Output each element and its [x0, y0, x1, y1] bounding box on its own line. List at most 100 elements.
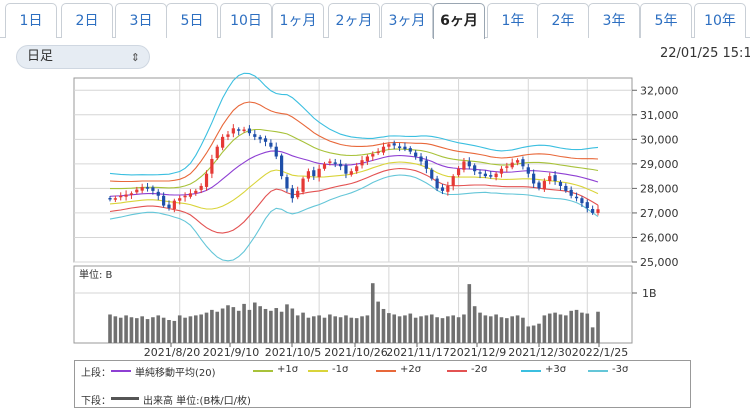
candle-body: [483, 173, 487, 177]
price-panel-frame: [73, 77, 633, 263]
x-tick-label: 2021/12/9: [450, 346, 506, 359]
tab-8[interactable]: 6ヶ月: [433, 3, 485, 39]
volume-bar: [515, 315, 520, 343]
volume-bar: [242, 303, 246, 343]
legend-volume-swatch: [111, 397, 139, 400]
volume-bar: [370, 283, 375, 343]
volume-bar: [397, 316, 402, 343]
tab-5[interactable]: 1ヶ月: [272, 3, 324, 38]
volume-bar: [429, 314, 434, 343]
tab-label: 10日: [230, 13, 262, 29]
tab-1[interactable]: 2日: [61, 3, 113, 38]
candle-body: [124, 194, 128, 197]
volume-bar: [295, 315, 300, 343]
candle-body: [371, 154, 375, 157]
interval-select-value: 日足: [27, 49, 54, 64]
tab-12[interactable]: 5年: [640, 3, 692, 38]
tab-label: 3日: [129, 13, 153, 29]
candle-body: [167, 204, 171, 209]
volume-bar: [333, 316, 338, 343]
volume-bar: [285, 304, 289, 343]
volume-bar: [172, 320, 177, 343]
volume-bar: [419, 316, 423, 343]
volume-bar: [167, 320, 171, 343]
tab-10[interactable]: 2年: [537, 3, 589, 38]
volume-bar: [413, 317, 418, 343]
candle-body: [113, 198, 117, 200]
volume-bar: [392, 314, 397, 343]
volume-bar: [467, 284, 472, 343]
volume-bar: [215, 311, 220, 343]
candle-body: [188, 193, 193, 197]
tab-label: 5年: [654, 13, 678, 29]
candle-body: [296, 190, 300, 198]
interval-select[interactable]: 日足 ⇕: [16, 45, 150, 69]
candle-body: [172, 200, 176, 210]
volume-bar: [446, 316, 450, 343]
candle-body: [440, 187, 445, 191]
legend-swatch: [521, 370, 541, 372]
candle-body: [221, 136, 225, 148]
volume-bar: [494, 314, 498, 343]
candle-body: [596, 209, 600, 213]
tab-9[interactable]: 1年: [487, 3, 539, 38]
volume-bar: [311, 316, 316, 343]
candle-body: [199, 185, 203, 190]
tab-6[interactable]: 2ヶ月: [328, 3, 380, 38]
tab-0[interactable]: 1日: [5, 3, 57, 38]
band-minus1-line: [109, 161, 599, 210]
candle-body: [574, 196, 579, 199]
candle-body: [473, 165, 477, 172]
candle-body: [585, 202, 589, 209]
candle-body: [306, 171, 311, 179]
period-tabbar: 1日 2日 3日 5日 10日 1ヶ月 2ヶ月 3ヶ月 6ヶ月 1年 2年 3年 5年 10年: [0, 0, 750, 39]
x-tick-label: 2021/10/26: [324, 346, 387, 359]
volume-bar: [183, 317, 187, 343]
candle-body: [301, 178, 305, 192]
volume-unit-label: 単位: B: [79, 268, 113, 281]
candle-body: [569, 189, 573, 196]
candle-body: [162, 195, 166, 206]
volume-bar: [188, 316, 193, 343]
band-minus3-line: [109, 174, 599, 262]
legend-item-label: -2σ: [471, 364, 488, 375]
candle-body: [591, 209, 595, 213]
volume-bar: [151, 317, 155, 343]
tab-11[interactable]: 3年: [588, 3, 640, 38]
volume-bar: [306, 317, 311, 343]
tab-7[interactable]: 3ヶ月: [381, 3, 433, 38]
chevron-updown-icon: ⇕: [130, 51, 140, 64]
tab-4[interactable]: 10日: [220, 3, 272, 38]
candle-body: [178, 198, 182, 201]
volume-bar: [456, 317, 461, 343]
candle-body: [451, 176, 455, 186]
volume-bar: [537, 323, 541, 343]
tab-3[interactable]: 5日: [166, 3, 218, 38]
volume-bar: [558, 314, 563, 343]
candle-body: [408, 148, 412, 152]
volume-bar: [301, 312, 305, 343]
tab-label: 3ヶ月: [388, 13, 426, 29]
candle-body: [290, 188, 294, 199]
tab-13[interactable]: 10年: [694, 3, 746, 38]
price-tick-label: 27,000: [640, 207, 679, 220]
volume-bar: [376, 301, 380, 343]
volume-bar: [569, 310, 573, 343]
candle-body: [435, 178, 439, 189]
volume-bar: [274, 308, 279, 343]
candle-body: [494, 173, 498, 178]
volume-bar: [124, 315, 128, 343]
volume-bar: [269, 310, 273, 343]
price-tick-label: 29,000: [640, 158, 679, 171]
legend-swatch: [447, 370, 467, 372]
candle-body: [381, 146, 386, 153]
volume-bar: [252, 302, 257, 343]
volume-bar: [424, 315, 429, 343]
volume-bar: [338, 317, 343, 343]
legend-item-label: +1σ: [277, 364, 299, 375]
volume-bar: [547, 313, 552, 343]
volume-bar: [135, 318, 139, 343]
candle-body: [204, 173, 209, 187]
candle-body: [537, 182, 541, 189]
volume-bar: [408, 313, 413, 343]
